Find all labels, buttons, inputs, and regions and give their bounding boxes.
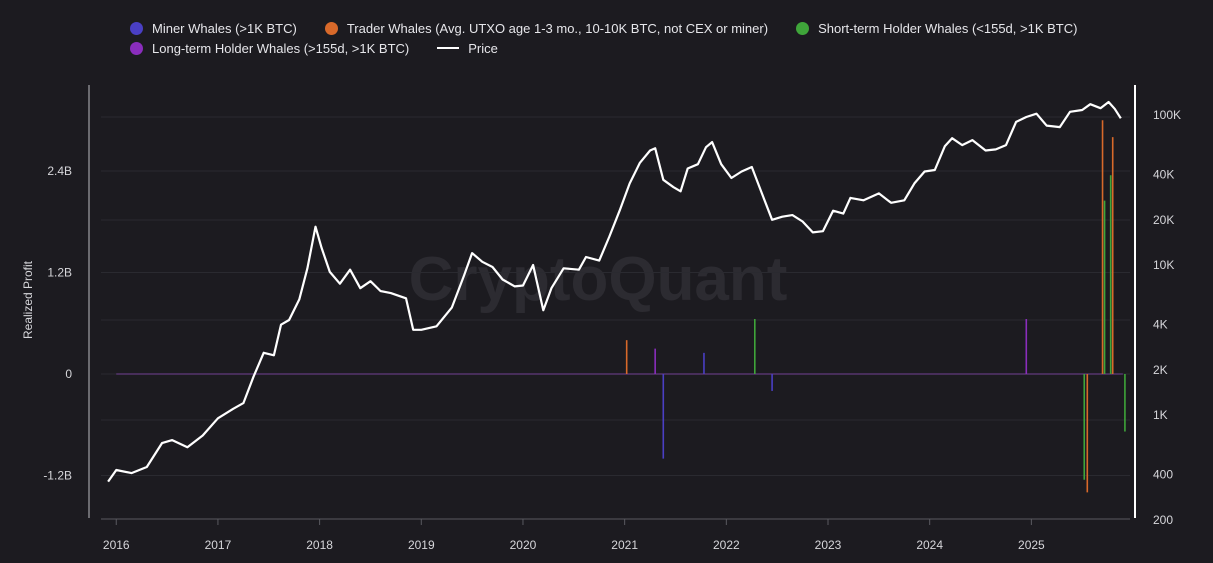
left-tick-label: 0	[65, 367, 72, 381]
left-axis-ticks: 2.4B 1.2B 0 -1.2B	[43, 164, 72, 483]
legend-label-price: Price	[468, 40, 498, 56]
right-tick-label: 10K	[1153, 258, 1174, 272]
legend-item-trader-whales[interactable]: Trader Whales (Avg. UTXO age 1-3 mo., 10…	[324, 20, 769, 36]
sth-whales-dot-icon	[796, 21, 810, 35]
right-tick-label: 2K	[1153, 363, 1168, 377]
right-tick-label: 400	[1153, 468, 1173, 482]
price-series	[107, 100, 1122, 483]
right-tick-label: 40K	[1153, 168, 1174, 182]
x-tick-label: 2021	[611, 538, 638, 552]
legend-item-lth-whales[interactable]: Long-term Holder Whales (>155d, >1K BTC)	[130, 41, 409, 56]
legend: Miner Whales (>1K BTC) Trader Whales (Av…	[130, 18, 1130, 58]
left-tick-label: 2.4B	[47, 164, 72, 178]
x-tick-label: 2016	[103, 538, 130, 552]
realized-profit-bars	[116, 120, 1126, 493]
right-tick-label: 100K	[1153, 108, 1181, 122]
right-tick-label: 20K	[1153, 213, 1174, 227]
price-line-icon	[437, 47, 460, 49]
x-tick-label: 2023	[815, 538, 842, 552]
x-tick-label: 2025	[1018, 538, 1045, 552]
x-axis-ticks: 2016 2017 2018 2019 2020 2021 2022 2023 2024 2025	[103, 519, 1045, 552]
legend-label-sth-whales: Short-term Holder Whales (<155d, >1K BTC…	[818, 20, 1078, 36]
left-tick-label: 1.2B	[47, 266, 72, 280]
left-axis-label: Realized Profit	[21, 260, 35, 339]
x-tick-label: 2017	[205, 538, 232, 552]
legend-row-1: Miner Whales (>1K BTC) Trader Whales (Av…	[130, 18, 1130, 38]
legend-item-miner-whales[interactable]: Miner Whales (>1K BTC)	[130, 21, 297, 36]
price-line	[107, 100, 1122, 483]
x-tick-label: 2018	[306, 538, 333, 552]
right-axis-ticks: 100K 40K 20K 10K 4K 2K 1K 400 200	[1153, 108, 1181, 527]
watermark: CryptoQuant	[409, 245, 788, 314]
legend-item-sth-whales[interactable]: Short-term Holder Whales (<155d, >1K BTC…	[796, 21, 1077, 36]
legend-row-2: Long-term Holder Whales (>155d, >1K BTC)…	[130, 38, 1130, 58]
x-tick-label: 2020	[510, 538, 537, 552]
x-tick-label: 2019	[408, 538, 435, 552]
x-tick-label: 2024	[916, 538, 943, 552]
right-tick-label: 1K	[1153, 408, 1168, 422]
trader-whales-dot-icon	[324, 21, 338, 35]
legend-label-miner-whales: Miner Whales (>1K BTC)	[152, 20, 297, 36]
miner-whales-dot-icon	[130, 21, 143, 35]
right-tick-label: 4K	[1153, 318, 1168, 332]
lth-whales-dot-icon	[130, 41, 143, 55]
legend-item-price[interactable]: Price	[437, 41, 498, 56]
legend-label-trader-whales: Trader Whales (Avg. UTXO age 1-3 mo., 10…	[346, 20, 769, 36]
left-tick-label: -1.2B	[43, 469, 72, 483]
x-tick-label: 2022	[713, 538, 740, 552]
right-tick-label: 200	[1153, 513, 1173, 527]
legend-label-lth-whales: Long-term Holder Whales (>155d, >1K BTC)	[152, 40, 410, 56]
